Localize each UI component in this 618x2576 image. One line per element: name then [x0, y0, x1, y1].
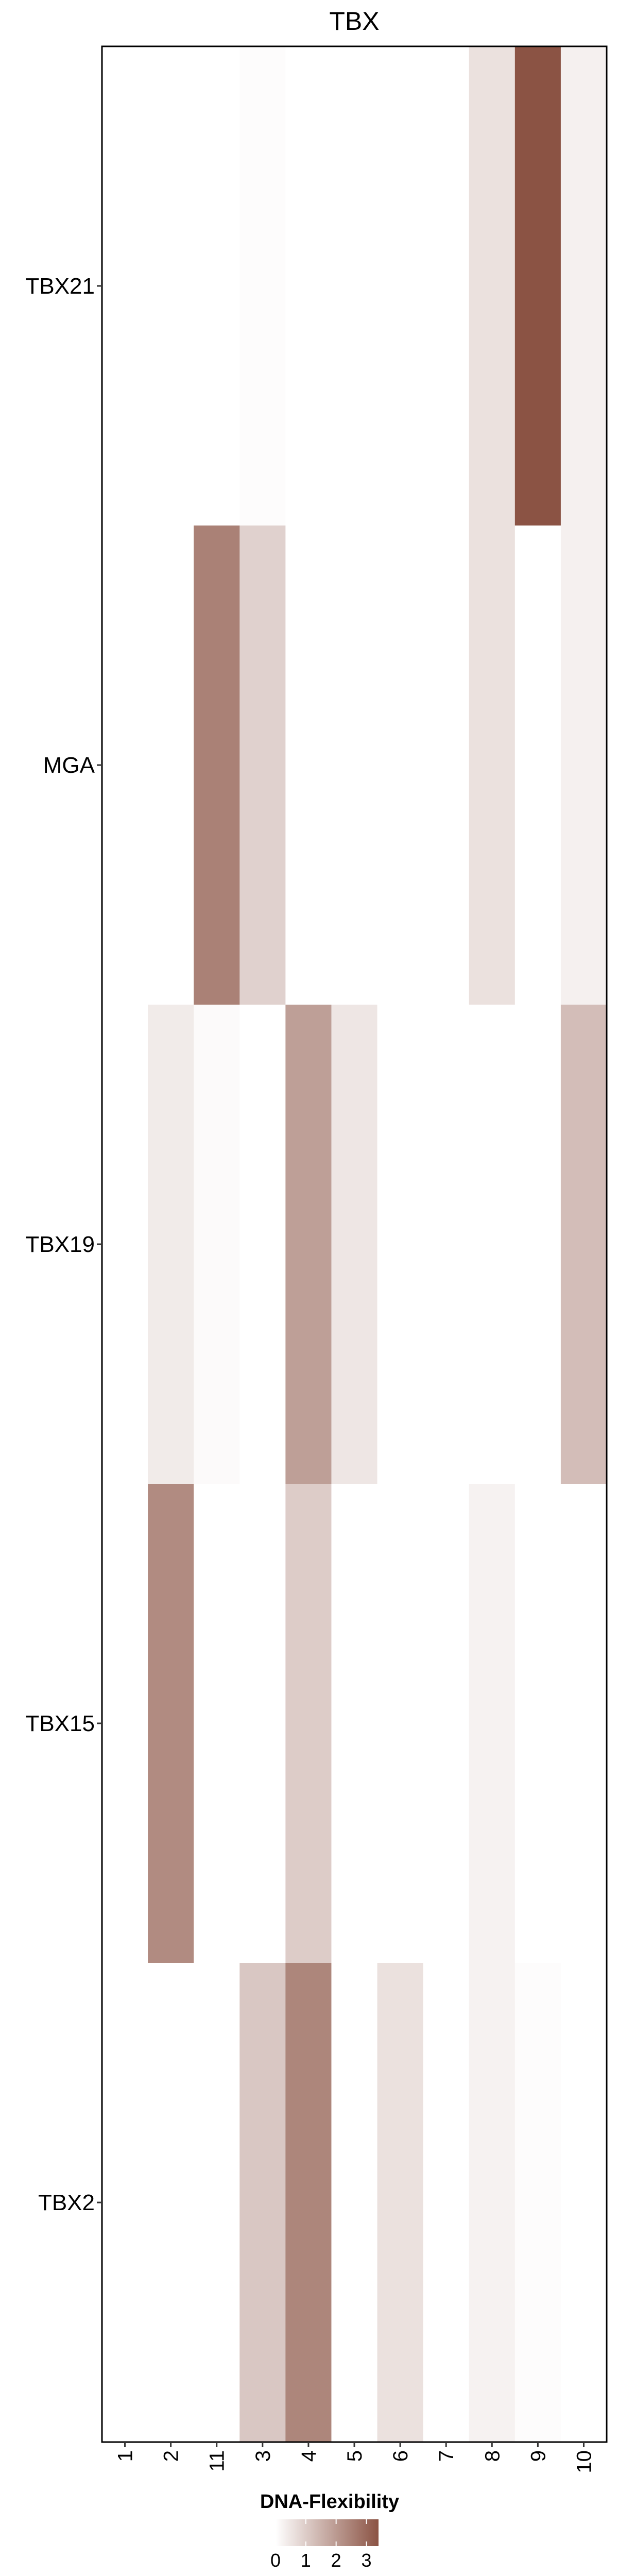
heatmap-cell-tbx2-8 [469, 1963, 516, 2443]
legend-title: DNA-Flexibility [260, 2491, 399, 2513]
heatmap-cell-tbx19-4 [285, 1005, 332, 1484]
heatmap-cell-tbx19-8 [469, 1005, 516, 1484]
heatmap-cell-tbx21-2 [148, 46, 194, 526]
y-axis: TBX21 MGA TBX19 TBX15 TBX2 [25, 274, 102, 2215]
x-tick-label: 4 [298, 2450, 320, 2462]
heatmap-cell-tbx19-2 [148, 1005, 194, 1484]
heatmap-cell-tbx2-6 [377, 1963, 424, 2443]
y-tick-label: TBX21 [25, 274, 95, 299]
heatmap-cell-tbx2-11 [194, 1963, 240, 2443]
heatmap-cell-mga-7 [423, 526, 470, 1005]
heatmap-cell-mga-2 [148, 526, 194, 1005]
heatmap-cell-tbx2-10 [560, 1963, 607, 2443]
heatmap-cell-mga-4 [285, 526, 332, 1005]
heatmap-cell-tbx21-5 [331, 46, 378, 526]
x-tick-label: 2 [160, 2450, 183, 2462]
heatmap-cell-tbx2-7 [423, 1963, 470, 2443]
heatmap-cell-tbx21-6 [377, 46, 424, 526]
x-tick-label: 6 [389, 2450, 412, 2462]
chart-title: TBX [329, 7, 379, 36]
heatmap-cell-tbx15-1 [102, 1484, 148, 1963]
heatmap-cell-mga-3 [239, 526, 286, 1005]
x-tick-label: 3 [252, 2450, 274, 2462]
heatmap-cell-tbx21-11 [194, 46, 240, 526]
heatmap-cell-tbx19-6 [377, 1005, 424, 1484]
heatmap-cell-tbx19-7 [423, 1005, 470, 1484]
heatmap-cell-tbx15-4 [285, 1484, 332, 1963]
heatmap-cell-tbx2-9 [514, 1963, 561, 2443]
heatmap-cell-tbx19-5 [331, 1005, 378, 1484]
heatmap-cells [102, 46, 607, 2443]
heatmap-cell-tbx15-2 [148, 1484, 194, 1963]
heatmap-cell-tbx19-11 [194, 1005, 240, 1484]
heatmap-cell-mga-10 [560, 526, 607, 1005]
heatmap-cell-tbx21-10 [560, 46, 607, 526]
heatmap-cell-tbx21-8 [469, 46, 516, 526]
heatmap-cell-mga-6 [377, 526, 424, 1005]
heatmap-cell-tbx2-1 [102, 1963, 148, 2443]
heatmap-cell-tbx19-10 [560, 1005, 607, 1484]
heatmap-cell-mga-8 [469, 526, 516, 1005]
heatmap-cell-tbx15-9 [514, 1484, 561, 1963]
y-tick-label: TBX2 [38, 2190, 95, 2215]
heatmap-cell-tbx2-2 [148, 1963, 194, 2443]
heatmap-cell-tbx19-3 [239, 1005, 286, 1484]
x-tick-label: 1 [114, 2450, 137, 2462]
x-tick-label: 5 [344, 2450, 366, 2462]
heatmap-cell-mga-11 [194, 526, 240, 1005]
legend-tick-label: 3 [361, 2550, 371, 2571]
legend-tick-label: 0 [270, 2550, 281, 2571]
heatmap-cell-mga-1 [102, 526, 148, 1005]
heatmap-cell-tbx15-5 [331, 1484, 378, 1963]
heatmap-cell-tbx19-9 [514, 1005, 561, 1484]
heatmap-cell-mga-9 [514, 526, 561, 1005]
heatmap-cell-tbx15-10 [560, 1484, 607, 1963]
x-tick-label: 10 [573, 2450, 595, 2473]
x-tick-label: 8 [481, 2450, 504, 2462]
heatmap-cell-tbx15-3 [239, 1484, 286, 1963]
heatmap-cell-tbx2-3 [239, 1963, 286, 2443]
heatmap-cell-tbx15-7 [423, 1484, 470, 1963]
heatmap-cell-tbx2-4 [285, 1963, 332, 2443]
legend-tick-label: 2 [331, 2550, 341, 2571]
heatmap-cell-tbx15-11 [194, 1484, 240, 1963]
x-tick-label: 9 [527, 2450, 550, 2462]
x-tick-label: 7 [435, 2450, 458, 2462]
legend-colorbar [276, 2519, 379, 2546]
heatmap-cell-tbx19-1 [102, 1005, 148, 1484]
heatmap-cell-tbx21-7 [423, 46, 470, 526]
heatmap-cell-tbx21-4 [285, 46, 332, 526]
heatmap-cell-tbx21-9 [514, 46, 561, 526]
y-tick-label: MGA [43, 753, 95, 778]
legend-tick-label: 1 [301, 2550, 311, 2571]
y-tick-label: TBX15 [25, 1711, 95, 1736]
heatmap-cell-tbx15-8 [469, 1484, 516, 1963]
x-tick-label: 11 [206, 2450, 229, 2472]
heatmap-cell-tbx15-6 [377, 1484, 424, 1963]
heatmap-cell-tbx21-3 [239, 46, 286, 526]
heatmap-cell-mga-5 [331, 526, 378, 1005]
y-tick-label: TBX19 [25, 1232, 95, 1257]
heatmap-cell-tbx2-5 [331, 1963, 378, 2443]
x-axis: 1 2 11 3 4 5 6 7 8 9 10 [114, 2442, 595, 2473]
heatmap-cell-tbx21-1 [102, 46, 148, 526]
